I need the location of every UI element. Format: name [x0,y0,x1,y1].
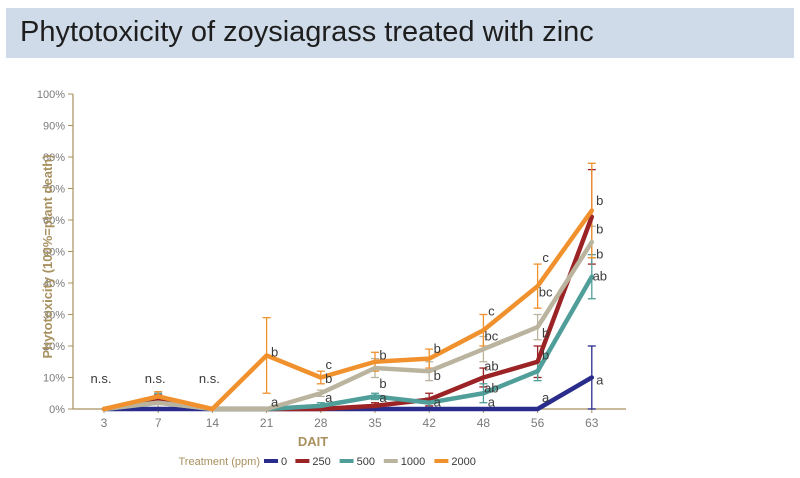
x-tick-label: 7 [155,416,162,430]
significance-label: a [542,390,550,405]
x-tick-label: 63 [585,416,599,430]
significance-label: a [325,390,333,405]
y-tick-label: 70% [43,184,65,196]
x-tick-label: 3 [101,416,108,430]
y-axis-label: Phytotoxicity (100%=plant death) [40,154,55,358]
y-tick-label: 60% [43,215,65,227]
y-tick-label: 10% [43,373,65,385]
y-tick-label: 0% [49,404,65,416]
significance-label: bc [539,284,553,299]
title-bar: Phytotoxicity of zoysiagrass treated wit… [6,8,794,58]
significance-label: c [326,357,333,372]
legend-label-0: 0 [281,456,287,468]
y-tick-label: 80% [43,152,65,164]
significance-label: b [379,347,386,362]
x-tick-label: 14 [206,416,220,430]
x-tick-label: 28 [314,416,328,430]
y-tick-label: 30% [43,310,65,322]
significance-label: ab [484,381,498,396]
significance-label: b [434,341,441,356]
y-tick-label: 100% [37,89,65,101]
significance-label: a [488,395,496,410]
significance-label: b [596,221,603,236]
y-tick-label: 50% [43,247,65,259]
significance-label: b [325,371,332,386]
significance-label: a [379,390,387,405]
significance-label: b [271,344,278,359]
series-line-1000 [101,239,595,412]
significance-label: c [488,303,495,318]
significance-label: ab [593,269,607,284]
x-tick-label: 21 [260,416,274,430]
x-tick-label: 42 [423,416,437,430]
significance-label: n.s. [91,371,112,386]
legend-label-1000: 1000 [401,456,425,468]
y-tick-label: 40% [43,278,65,290]
legend-label-500: 500 [357,456,375,468]
significance-label: bc [485,329,499,344]
significance-label: a [271,395,279,410]
x-tick-label: 35 [368,416,382,430]
significance-label: b [542,325,549,340]
x-tick-label: 48 [477,416,491,430]
y-tick-label: 90% [43,121,65,133]
series-line-2000 [101,208,595,412]
legend-label-2000: 2000 [451,456,475,468]
significance-label: b [542,347,549,362]
y-tick-label: 20% [43,341,65,353]
x-axis-label: DAIT [298,434,328,449]
series-line-500 [101,274,595,412]
significance-label: b [596,247,603,262]
significance-label: b [434,368,441,383]
x-tick-label: 56 [531,416,545,430]
significance-label: ab [484,358,498,373]
significance-label: a [596,373,604,388]
significance-label: c [542,250,549,265]
significance-label: n.s. [145,371,166,386]
significance-label: a [434,395,442,410]
chart-title: Phytotoxicity of zoysiagrass treated wit… [20,16,594,48]
legend-label-250: 250 [312,456,330,468]
significance-label: n.s. [199,371,220,386]
legend-title: Treatment (ppm) [178,456,260,468]
significance-label: b [596,193,603,208]
significance-label: b [379,376,386,391]
